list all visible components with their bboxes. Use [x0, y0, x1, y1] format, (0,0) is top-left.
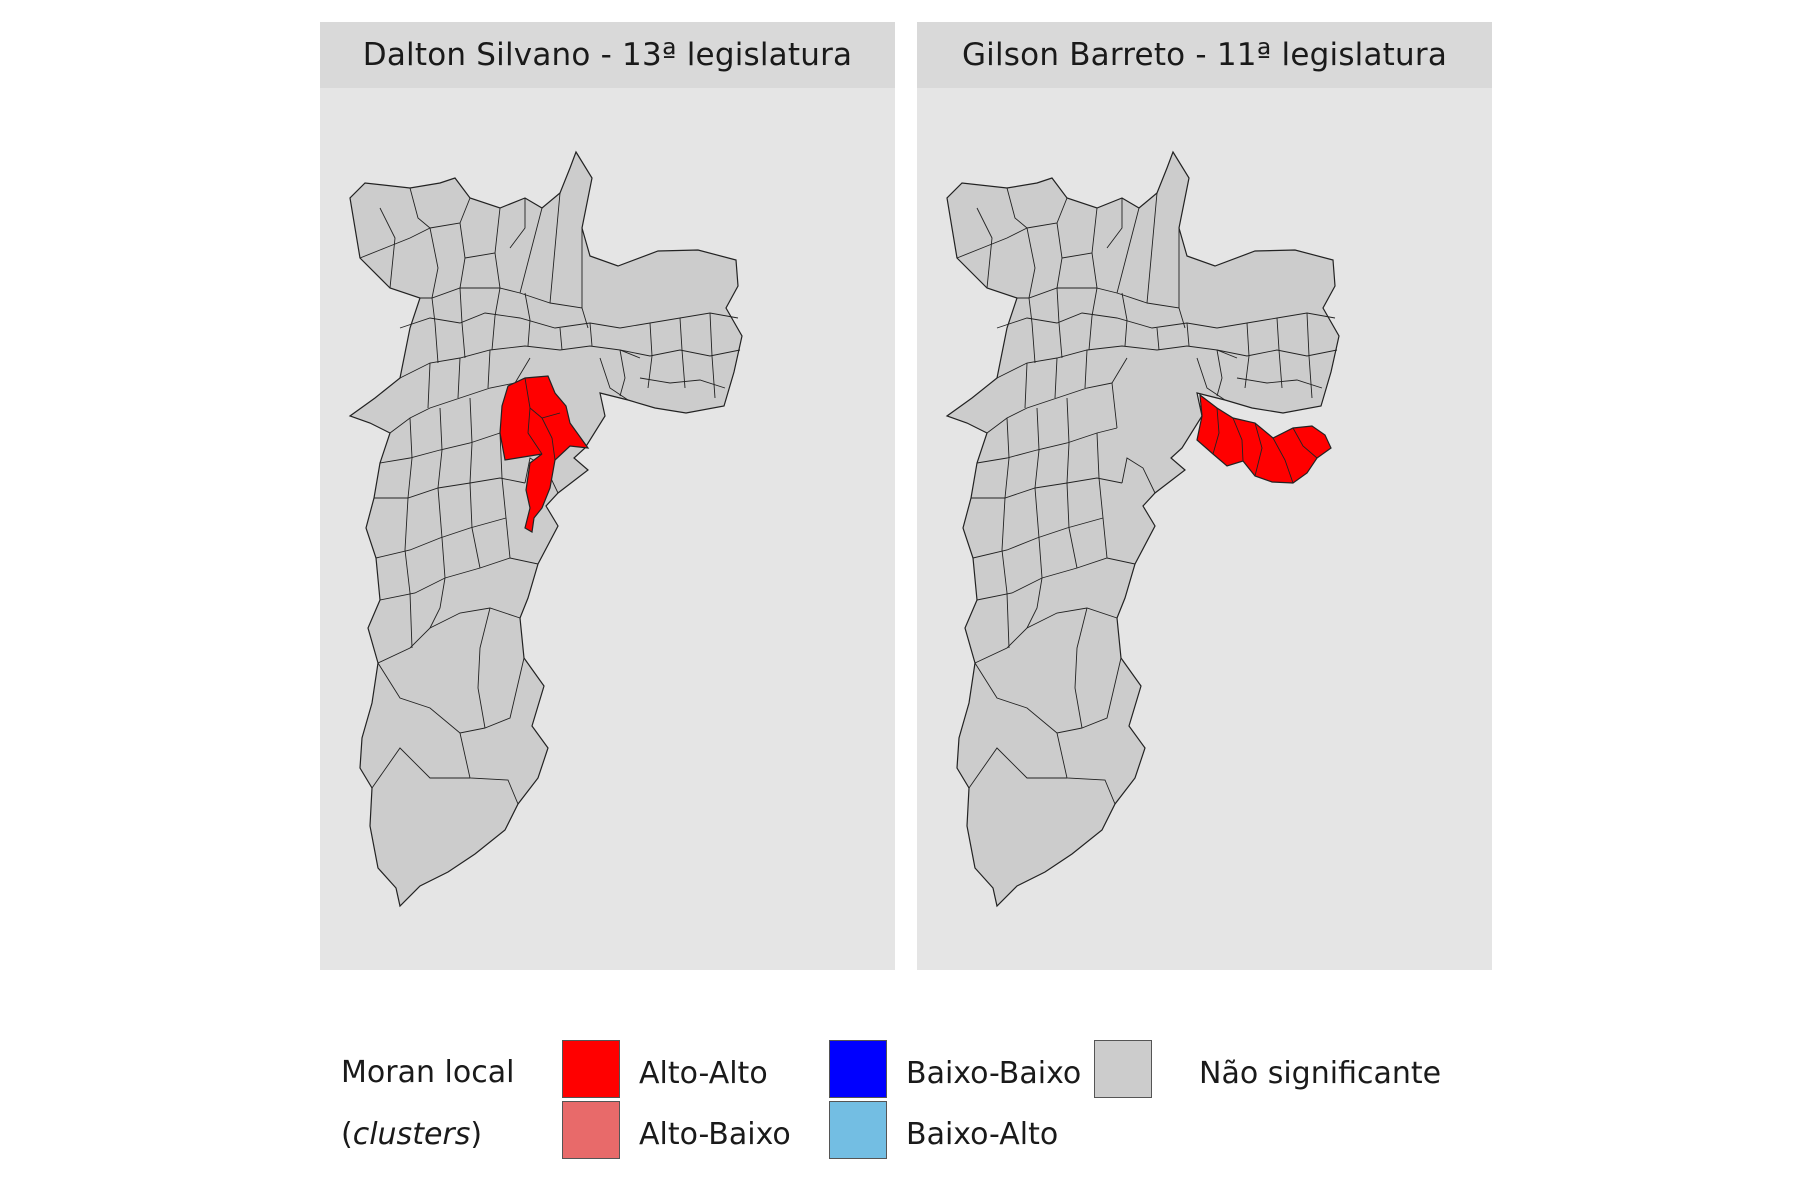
- legend-key-baixo-baixo: [829, 1040, 887, 1098]
- legend-key-alto-alto: [562, 1040, 620, 1098]
- legend-title-clusters: clusters: [352, 1117, 471, 1152]
- legend-title-paren-close: ): [470, 1117, 483, 1152]
- map-panel-left: Dalton Silvano - 13ª legislatura: [320, 22, 895, 970]
- legend-title-line2: (clusters): [341, 1104, 514, 1166]
- alto-alto-cluster: [499, 375, 590, 533]
- legend-key-baixo-alto: [829, 1101, 887, 1159]
- district-borders: [359, 187, 741, 805]
- panel-title-strip: Dalton Silvano - 13ª legislatura: [320, 22, 895, 88]
- sao-paulo-district-map: [348, 150, 743, 908]
- legend-title-paren-open: (: [341, 1117, 353, 1152]
- panel-title-strip: Gilson Barreto - 11ª legislatura: [917, 22, 1492, 88]
- city-outline: [945, 150, 1340, 908]
- legend: Moran local (clusters) Alto-Alto Alto-Ba…: [340, 1030, 1540, 1180]
- map-panel-right: Gilson Barreto - 11ª legislatura: [917, 22, 1492, 970]
- legend-title-line1: Moran local: [341, 1055, 515, 1090]
- sao-paulo-district-map: [945, 150, 1340, 908]
- legend-label-baixo-baixo: Baixo-Baixo: [906, 1056, 1082, 1091]
- legend-label-alto-alto: Alto-Alto: [639, 1056, 768, 1091]
- alto-alto-cluster: [1196, 393, 1332, 484]
- legend-title: Moran local (clusters): [341, 1042, 514, 1166]
- legend-key-alto-baixo: [562, 1101, 620, 1159]
- panel-title: Dalton Silvano - 13ª legislatura: [362, 37, 853, 73]
- district-borders: [956, 187, 1338, 805]
- legend-label-baixo-alto: Baixo-Alto: [906, 1117, 1059, 1152]
- legend-label-alto-baixo: Alto-Baixo: [639, 1117, 791, 1152]
- legend-label-nao-significante: Não significante: [1199, 1056, 1442, 1091]
- city-outline: [348, 150, 743, 908]
- legend-key-nao-significante: [1094, 1040, 1152, 1098]
- panel-title: Gilson Barreto - 11ª legislatura: [961, 37, 1448, 73]
